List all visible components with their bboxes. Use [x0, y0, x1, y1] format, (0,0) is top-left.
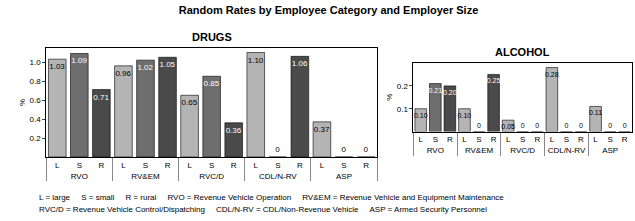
svg-text:1.06: 1.06	[292, 59, 308, 68]
svg-text:L: L	[419, 135, 424, 144]
svg-text:0: 0	[477, 122, 481, 129]
svg-text:R: R	[447, 135, 453, 144]
svg-text:R: R	[98, 161, 104, 170]
svg-text:0: 0	[579, 122, 583, 129]
svg-text:CDL/N-RV: CDL/N-RV	[548, 146, 586, 155]
svg-text:L: L	[55, 161, 60, 170]
svg-text:0.05: 0.05	[501, 123, 515, 130]
svg-text:L: L	[121, 161, 126, 170]
svg-text:0: 0	[275, 145, 280, 154]
svg-text:S: S	[275, 161, 280, 170]
svg-text:0.85: 0.85	[204, 79, 220, 88]
svg-text:R: R	[491, 135, 497, 144]
svg-text:L: L	[254, 161, 259, 170]
svg-text:0: 0	[535, 122, 539, 129]
svg-text:RVC/D: RVC/D	[199, 172, 224, 181]
svg-text:0.2: 0.2	[397, 82, 409, 91]
svg-text:0.71: 0.71	[93, 93, 109, 102]
svg-text:R: R	[363, 161, 369, 170]
svg-text:S: S	[520, 135, 525, 144]
svg-text:0.11: 0.11	[589, 109, 602, 116]
svg-text:0.65: 0.65	[182, 98, 198, 107]
svg-text:L: L	[462, 135, 467, 144]
svg-text:S: S	[607, 135, 612, 144]
svg-text:RVC/D = Revenue Vehicle Contro: RVC/D = Revenue Vehicle Control/Dispatch…	[39, 205, 487, 214]
svg-text:0.1: 0.1	[397, 105, 409, 114]
svg-text:L: L	[593, 135, 598, 144]
svg-text:ALCOHOL: ALCOHOL	[495, 46, 550, 58]
svg-text:0.21: 0.21	[428, 87, 442, 94]
svg-text:0.10: 0.10	[458, 112, 472, 119]
svg-text:L = large S = small R: L = large S = small R = rural RVO = Reve…	[39, 193, 504, 202]
svg-text:0: 0	[623, 122, 627, 129]
svg-text:S: S	[77, 161, 82, 170]
svg-text:0.10: 0.10	[414, 112, 428, 119]
svg-text:0.28: 0.28	[545, 71, 559, 78]
svg-text:0.20: 0.20	[443, 89, 457, 96]
svg-text:R: R	[534, 135, 540, 144]
svg-text:S: S	[433, 135, 438, 144]
svg-text:0: 0	[521, 122, 525, 129]
svg-text:0: 0	[341, 145, 346, 154]
svg-text:1.02: 1.02	[137, 63, 153, 72]
svg-text:1.05: 1.05	[159, 60, 175, 69]
svg-text:1.0: 1.0	[30, 58, 42, 67]
svg-text:L: L	[320, 161, 325, 170]
svg-text:RVC/D: RVC/D	[510, 146, 535, 155]
svg-text:R: R	[622, 135, 628, 144]
svg-text:0: 0	[364, 145, 369, 154]
svg-text:RV&EM: RV&EM	[131, 172, 160, 181]
svg-text:%: %	[18, 99, 27, 106]
svg-text:DRUGS: DRUGS	[192, 31, 232, 43]
svg-text:0.36: 0.36	[226, 126, 242, 135]
svg-text:0.8: 0.8	[30, 77, 42, 86]
svg-text:0.4: 0.4	[30, 115, 42, 124]
svg-text:S: S	[209, 161, 214, 170]
svg-text:0.25: 0.25	[487, 77, 501, 84]
svg-text:L: L	[550, 135, 555, 144]
svg-text:0.96: 0.96	[115, 69, 131, 78]
svg-text:S: S	[341, 161, 346, 170]
svg-text:Random Rates by Employee Categ: Random Rates by Employee Category and Em…	[179, 4, 479, 16]
svg-text:S: S	[143, 161, 148, 170]
svg-text:0: 0	[564, 122, 568, 129]
svg-text:RVO: RVO	[427, 146, 444, 155]
svg-text:L: L	[506, 135, 511, 144]
svg-text:1.09: 1.09	[71, 56, 87, 65]
svg-text:L: L	[187, 161, 192, 170]
svg-text:0.6: 0.6	[30, 96, 42, 105]
svg-text:0.2: 0.2	[30, 134, 42, 143]
svg-text:R: R	[165, 161, 171, 170]
svg-text:ASP: ASP	[602, 146, 618, 155]
svg-text:S: S	[476, 135, 481, 144]
svg-text:1.10: 1.10	[248, 56, 264, 65]
svg-text:0: 0	[608, 122, 612, 129]
svg-text:RV&EM: RV&EM	[465, 146, 494, 155]
svg-text:RVO: RVO	[71, 172, 88, 181]
svg-text:S: S	[564, 135, 569, 144]
svg-text:R: R	[231, 161, 237, 170]
svg-text:R: R	[578, 135, 584, 144]
svg-text:0.37: 0.37	[314, 125, 330, 134]
svg-text:1.03: 1.03	[49, 62, 65, 71]
svg-text:R: R	[297, 161, 303, 170]
svg-text:CDL/N-RV: CDL/N-RV	[259, 172, 297, 181]
svg-text:%: %	[385, 94, 394, 101]
svg-text:ASP: ASP	[336, 172, 352, 181]
